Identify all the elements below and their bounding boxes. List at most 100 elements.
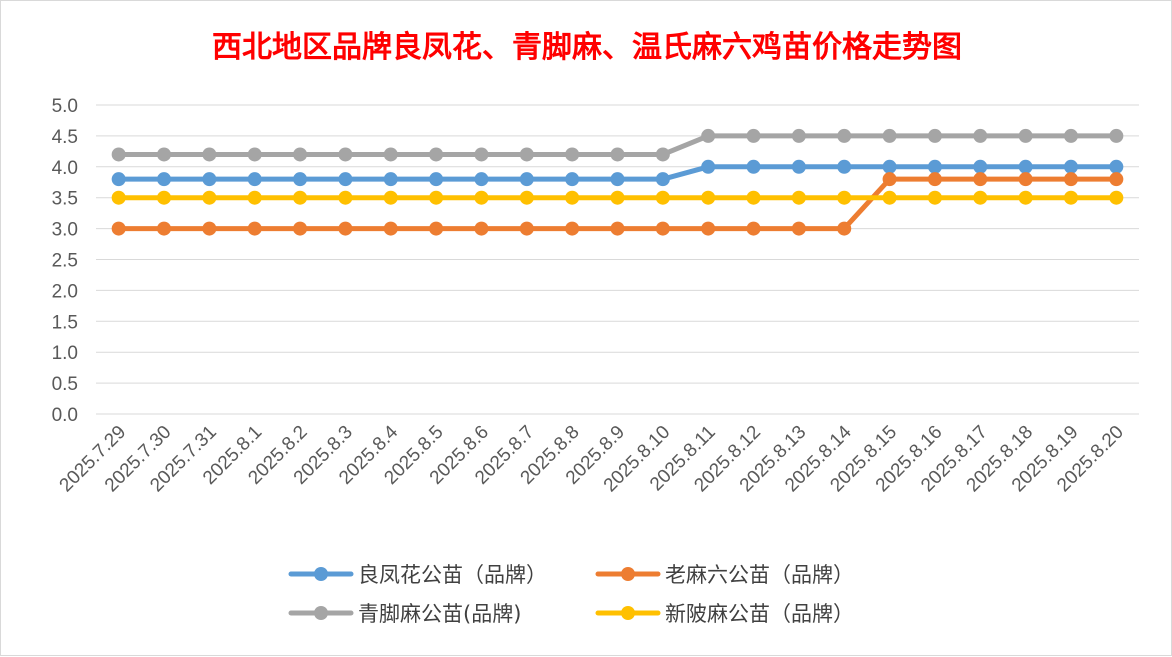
legend: 良凤花公苗（品牌） 老麻六公苗（品牌） 青脚麻公苗(品牌) 新陂麻公苗（品牌） (288, 563, 854, 626)
data-point (247, 221, 262, 236)
data-point (383, 221, 398, 236)
data-point (429, 221, 444, 236)
data-point (429, 190, 444, 205)
data-point (111, 190, 126, 205)
data-point (338, 147, 353, 162)
data-point (338, 221, 353, 236)
data-point (247, 147, 262, 162)
data-point (610, 190, 625, 205)
data-point (746, 190, 761, 205)
data-point (383, 172, 398, 187)
legend-marker (621, 567, 635, 581)
data-point (791, 190, 806, 205)
y-tick-label: 1.5 (52, 312, 78, 333)
data-point (655, 172, 670, 187)
data-point (791, 221, 806, 236)
data-point (791, 159, 806, 174)
data-point (519, 147, 534, 162)
y-tick-label: 2.5 (52, 251, 78, 272)
data-point (1063, 128, 1078, 143)
data-point (701, 128, 716, 143)
data-point (1063, 159, 1078, 174)
data-point (565, 190, 580, 205)
legend-item: 青脚麻公苗(品牌) (288, 602, 521, 626)
data-point (973, 172, 988, 187)
data-point (293, 190, 308, 205)
data-point (655, 190, 670, 205)
data-point (746, 159, 761, 174)
data-point (474, 147, 489, 162)
data-point (429, 147, 444, 162)
x-axis-ticks: 2025.7.292025.7.302025.7.312025.8.12025.… (56, 421, 1128, 496)
series-1 (111, 159, 1124, 187)
data-point (474, 221, 489, 236)
data-point (111, 221, 126, 236)
legend-item: 良凤花公苗（品牌） (288, 563, 547, 587)
data-point (927, 190, 942, 205)
data-point (157, 221, 172, 236)
data-point (1063, 190, 1078, 205)
legend-item: 新陂麻公苗（品牌） (595, 602, 854, 626)
data-point (655, 147, 670, 162)
y-tick-label: 0.5 (52, 374, 78, 395)
data-point (338, 190, 353, 205)
data-point (701, 221, 716, 236)
data-point (111, 172, 126, 187)
data-point (202, 172, 217, 187)
legend-item: 老麻六公苗（品牌） (595, 563, 854, 587)
data-point (1018, 159, 1033, 174)
data-point (111, 147, 126, 162)
data-point (1018, 190, 1033, 205)
y-tick-label: 4.0 (52, 158, 78, 179)
y-tick-label: 2.0 (52, 281, 78, 302)
data-point (293, 221, 308, 236)
data-point (519, 221, 534, 236)
data-point (429, 172, 444, 187)
legend-marker (314, 606, 328, 620)
data-point (927, 172, 942, 187)
data-point (293, 147, 308, 162)
data-point (565, 147, 580, 162)
data-point (973, 159, 988, 174)
data-point (1109, 128, 1124, 143)
data-point (383, 147, 398, 162)
y-axis-ticks: 0.0 0.5 1.0 1.5 2.0 2.5 3.0 3.5 4.0 4.5 5.0 (52, 96, 78, 426)
data-point (1109, 159, 1124, 174)
data-point (973, 128, 988, 143)
chart-title: 西北地区品牌良凤花、青脚麻、温氏麻六鸡苗价格走势图 (212, 30, 962, 65)
legend-label: 新陂麻公苗（品牌） (665, 602, 854, 626)
legend-label: 青脚麻公苗(品牌) (358, 602, 521, 626)
data-point (882, 159, 897, 174)
data-point (882, 128, 897, 143)
data-point (746, 128, 761, 143)
data-point (565, 221, 580, 236)
y-tick-label: 5.0 (52, 96, 78, 117)
data-point (837, 190, 852, 205)
data-point (882, 172, 897, 187)
data-point (202, 221, 217, 236)
data-point (247, 190, 262, 205)
data-point (927, 128, 942, 143)
data-point (837, 221, 852, 236)
data-point (1109, 172, 1124, 187)
data-point (655, 221, 670, 236)
data-point (474, 172, 489, 187)
data-point (882, 190, 897, 205)
legend-marker (621, 606, 635, 620)
data-point (157, 190, 172, 205)
data-point (202, 190, 217, 205)
y-tick-label: 0.0 (52, 405, 78, 426)
data-point (157, 147, 172, 162)
data-point (1063, 172, 1078, 187)
data-point (383, 190, 398, 205)
data-point (338, 172, 353, 187)
data-point (837, 159, 852, 174)
data-point (837, 128, 852, 143)
data-point (610, 172, 625, 187)
data-point (247, 172, 262, 187)
data-point (927, 159, 942, 174)
data-point (1018, 128, 1033, 143)
data-point (610, 147, 625, 162)
